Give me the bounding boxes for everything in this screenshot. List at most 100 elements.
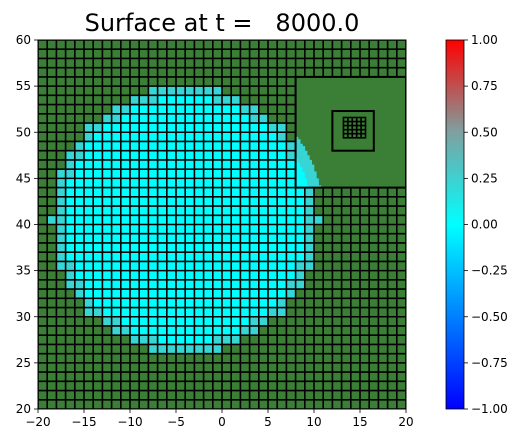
surface-cell bbox=[212, 289, 222, 299]
surface-cell bbox=[194, 242, 204, 253]
surface-cell bbox=[231, 141, 241, 151]
surface-cell bbox=[231, 113, 241, 124]
surface-cell bbox=[222, 141, 232, 151]
refined-cell bbox=[307, 166, 310, 170]
surface-cell bbox=[148, 95, 158, 105]
surface-cell bbox=[84, 187, 94, 197]
surface-cell bbox=[231, 289, 241, 299]
surface-cell bbox=[268, 261, 278, 271]
surface-cell bbox=[56, 242, 66, 253]
surface-cell bbox=[268, 123, 278, 133]
refined-cell bbox=[302, 166, 306, 170]
surface-cell bbox=[120, 132, 130, 142]
surface-cells bbox=[47, 86, 324, 354]
surface-cell bbox=[102, 279, 112, 290]
refined-cell bbox=[297, 176, 301, 179]
surface-cell bbox=[240, 316, 250, 326]
surface-cell bbox=[286, 242, 296, 253]
surface-cell bbox=[295, 215, 305, 225]
y-tick-label: 25 bbox=[16, 356, 31, 370]
refined-cell bbox=[304, 169, 308, 172]
surface-cell bbox=[304, 242, 314, 253]
surface-cell bbox=[231, 335, 241, 345]
surface-cell bbox=[56, 224, 66, 234]
surface-cell bbox=[286, 159, 296, 170]
surface-cell bbox=[120, 233, 130, 243]
surface-cell bbox=[176, 224, 186, 234]
surface-cell bbox=[212, 242, 222, 253]
surface-cell bbox=[240, 233, 250, 243]
refined-region bbox=[294, 75, 406, 189]
surface-cell bbox=[139, 132, 149, 142]
surface-cell bbox=[102, 289, 112, 299]
surface-cell bbox=[240, 159, 250, 170]
refined-cell bbox=[295, 173, 299, 177]
surface-cell bbox=[258, 196, 268, 207]
surface-cell bbox=[249, 224, 259, 234]
surface-cell bbox=[102, 270, 112, 280]
surface-cell bbox=[249, 206, 259, 216]
surface-cell bbox=[166, 289, 176, 299]
surface-cell bbox=[102, 298, 112, 308]
surface-cell bbox=[212, 298, 222, 308]
surface-cell bbox=[93, 298, 103, 308]
surface-cell bbox=[65, 169, 75, 179]
surface-cell bbox=[249, 150, 259, 160]
refined-cell bbox=[309, 173, 312, 177]
surface-cell bbox=[240, 298, 250, 308]
refined-cell bbox=[307, 159, 310, 163]
surface-cell bbox=[249, 307, 259, 317]
surface-cell bbox=[212, 335, 222, 345]
surface-cell bbox=[157, 298, 167, 308]
surface-cell bbox=[111, 141, 121, 151]
refined-box-outline bbox=[294, 75, 406, 189]
surface-cell bbox=[120, 224, 130, 234]
surface-cell bbox=[84, 159, 94, 170]
surface-cell bbox=[148, 196, 158, 207]
surface-cell bbox=[139, 252, 149, 262]
refined-cell bbox=[316, 182, 319, 186]
surface-cell bbox=[295, 206, 305, 216]
surface-cell bbox=[148, 289, 158, 299]
surface-cell bbox=[231, 169, 241, 179]
surface-cell bbox=[130, 242, 140, 253]
surface-cell bbox=[268, 132, 278, 142]
surface-cell bbox=[65, 196, 75, 207]
surface-cell bbox=[222, 104, 232, 114]
surface-cell bbox=[258, 252, 268, 262]
surface-cell bbox=[258, 178, 268, 188]
surface-cell bbox=[185, 316, 195, 326]
surface-cell bbox=[295, 233, 305, 243]
surface-cell bbox=[185, 86, 195, 96]
surface-cell bbox=[93, 123, 103, 133]
surface-cell bbox=[111, 206, 121, 216]
surface-cell bbox=[65, 252, 75, 262]
refined-cell bbox=[300, 171, 303, 175]
surface-cell bbox=[231, 196, 241, 207]
surface-cell bbox=[139, 279, 149, 290]
surface-cell bbox=[212, 215, 222, 225]
surface-cell bbox=[295, 261, 305, 271]
refined-cell bbox=[304, 185, 308, 188]
surface-cell bbox=[74, 242, 84, 253]
surface-cell bbox=[212, 206, 222, 216]
surface-cell bbox=[56, 178, 66, 188]
surface-cell bbox=[93, 141, 103, 151]
refined-cell bbox=[316, 178, 319, 181]
surface-cell bbox=[277, 242, 287, 253]
surface-cell bbox=[194, 141, 204, 151]
surface-cell bbox=[203, 325, 213, 336]
surface-cell bbox=[286, 224, 296, 234]
surface-cell bbox=[139, 270, 149, 280]
surface-cell bbox=[166, 335, 176, 345]
colorbar-tick-label: −1.00 bbox=[471, 402, 508, 416]
surface-cell bbox=[203, 242, 213, 253]
surface-cell bbox=[157, 224, 167, 234]
surface-cell bbox=[194, 344, 204, 354]
surface-cell bbox=[84, 206, 94, 216]
refined-cell bbox=[300, 178, 303, 181]
surface-cell bbox=[93, 178, 103, 188]
surface-cell bbox=[277, 252, 287, 262]
surface-cell bbox=[65, 178, 75, 188]
surface-cell bbox=[212, 325, 222, 336]
